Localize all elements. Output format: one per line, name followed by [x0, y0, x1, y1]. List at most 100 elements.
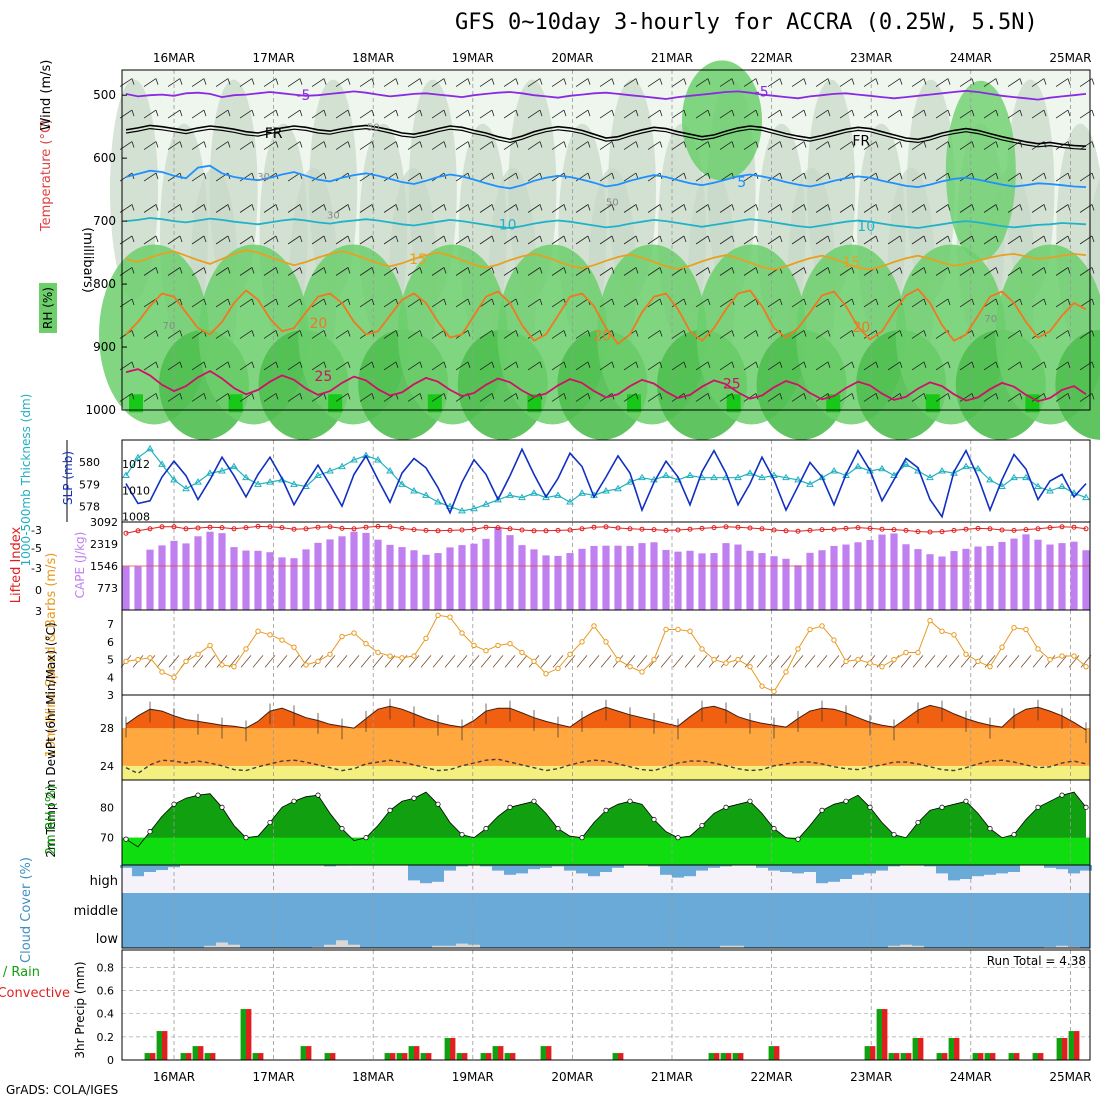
- cloud-high-bar: [924, 865, 936, 867]
- wind-barb-flag: [1043, 235, 1047, 243]
- wind-barb: [887, 109, 901, 119]
- wind-barb: [311, 172, 325, 182]
- wind-barb-flag: [395, 298, 399, 306]
- date-label-top: 16MAR: [153, 51, 195, 65]
- wind-barb: [647, 172, 661, 182]
- wind-barb-flag: [203, 172, 207, 180]
- thickness-marker: [578, 489, 586, 496]
- cloud-high-bar: [672, 865, 684, 878]
- rh-marker: [867, 804, 873, 810]
- wind10m-marker: [363, 640, 369, 647]
- wind-barb: [983, 235, 997, 245]
- cape-bar: [182, 543, 190, 610]
- wind-barb: [647, 204, 661, 213]
- rh-marker: [1035, 804, 1041, 810]
- cape-bar: [866, 539, 874, 610]
- pressure-tick-label: 700: [93, 214, 116, 228]
- wind-barb-flag: [347, 267, 351, 274]
- wind-barb: [455, 109, 469, 119]
- wind10m-barb: [636, 655, 648, 668]
- wind-barb-flag: [875, 204, 879, 211]
- wind10m-barb: [684, 655, 696, 668]
- wind-barb-flag: [755, 235, 759, 243]
- wind-barb-flag: [827, 267, 831, 274]
- li-tick-label: 6: [35, 0, 42, 3]
- wind-barb: [143, 172, 157, 182]
- wind-barb-flag: [1043, 78, 1047, 85]
- cape-bar: [1022, 534, 1030, 610]
- wind-barb: [887, 298, 901, 308]
- lifted-index-marker: [627, 526, 633, 532]
- wind-barb-flag: [971, 267, 975, 274]
- thickness-marker: [950, 469, 958, 476]
- thickness-tick-label: 578: [79, 500, 100, 513]
- wind-barb-flag: [131, 361, 135, 369]
- y-axis-label-cape: CAPE (J/kg): [73, 532, 87, 599]
- thickness-marker: [662, 471, 670, 478]
- cape-bar: [974, 546, 982, 610]
- wind-barb: [767, 361, 781, 371]
- wind-barb-flag: [659, 298, 663, 306]
- wind10m-marker: [231, 663, 237, 670]
- lifted-index-marker: [231, 526, 237, 532]
- cape-bar: [734, 544, 742, 610]
- wind-barb: [983, 330, 997, 339]
- precip-convective-bar: [546, 1046, 552, 1060]
- thickness-marker: [758, 473, 766, 481]
- rh-marker: [291, 798, 297, 804]
- lifted-index-marker: [123, 530, 129, 536]
- wind-barb-flag: [779, 361, 783, 369]
- rh-marker: [243, 835, 249, 841]
- cloud-layer-label: high: [90, 874, 118, 889]
- wind10m-barb: [252, 655, 264, 668]
- wind-barb-flag: [635, 141, 639, 148]
- cloud-high-bar: [144, 865, 156, 872]
- wind-barb: [887, 78, 901, 87]
- precip-total-bar: [768, 1046, 774, 1060]
- wind-barb: [935, 78, 949, 87]
- wind-barb-flag: [371, 109, 375, 117]
- wind-barb-flag: [539, 141, 543, 148]
- wind-barb: [623, 204, 637, 213]
- cloud-high-bar: [936, 865, 948, 874]
- wind-barb-flag: [227, 361, 231, 369]
- wind10m-marker: [867, 660, 873, 666]
- wind-barb: [287, 235, 301, 245]
- cape-bar: [830, 545, 838, 610]
- wind-barb-flag: [491, 267, 495, 274]
- li-tick-label: -3: [31, 562, 42, 575]
- wind10m-marker: [927, 617, 933, 624]
- wind-barb: [695, 235, 709, 245]
- wind-barb: [359, 235, 373, 245]
- lifted-index-marker: [135, 528, 141, 534]
- wind-barb-flag: [563, 78, 567, 85]
- lifted-index-marker: [375, 523, 381, 529]
- lifted-index-marker: [435, 528, 441, 534]
- wind-barb-flag: [803, 235, 807, 243]
- wind-barb-flag: [971, 361, 975, 369]
- lifted-index-marker: [615, 525, 621, 531]
- wind-barb: [215, 235, 229, 245]
- wind-barb: [263, 204, 277, 213]
- wind10m-barb: [276, 655, 288, 668]
- lifted-index-marker: [567, 527, 573, 533]
- thickness-tick-label: 580: [79, 456, 100, 469]
- wind-barb: [767, 172, 781, 182]
- wind-barb: [1007, 330, 1021, 339]
- lifted-index-marker: [363, 524, 369, 530]
- wind-barb-flag: [395, 267, 399, 274]
- cape-bar: [842, 544, 850, 610]
- wind-barb: [839, 235, 853, 245]
- wind-barb: [623, 393, 637, 402]
- wind-barb-flag: [299, 267, 303, 274]
- rh-contour-label: 50: [606, 197, 619, 208]
- wind-barb-flag: [275, 141, 279, 148]
- wind-barb: [935, 172, 949, 182]
- lifted-index-line: [125, 525, 1087, 534]
- wind-barb-flag: [491, 393, 495, 400]
- lifted-index-marker: [183, 526, 189, 532]
- wind-barb: [935, 330, 949, 339]
- cape-bar: [782, 558, 790, 610]
- wind-barb: [887, 267, 901, 276]
- wind-barb-flag: [899, 172, 903, 180]
